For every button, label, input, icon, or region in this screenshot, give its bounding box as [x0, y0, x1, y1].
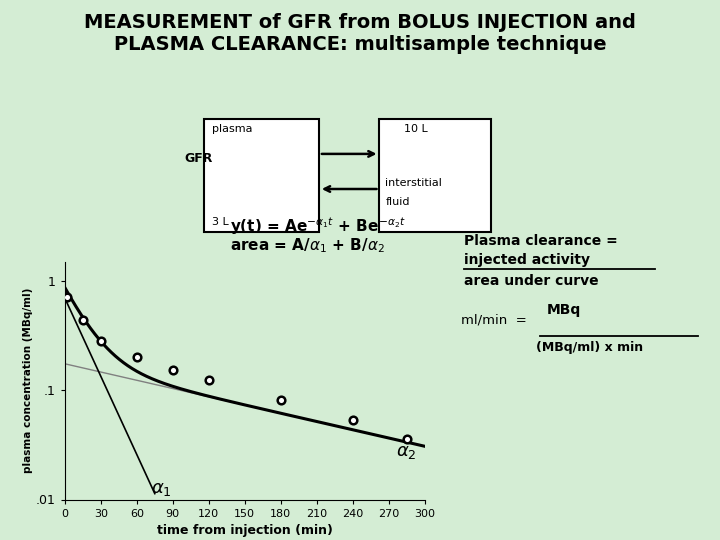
X-axis label: time from injection (min): time from injection (min): [157, 524, 333, 537]
Text: PLASMA CLEARANCE: multisample technique: PLASMA CLEARANCE: multisample technique: [114, 35, 606, 54]
Text: area under curve: area under curve: [464, 274, 599, 288]
Text: 10 L: 10 L: [404, 124, 428, 134]
Text: $\alpha_1$: $\alpha_1$: [151, 480, 172, 498]
Text: interstitial: interstitial: [385, 178, 442, 188]
Text: y(t) = Ae$^{-\alpha_1 t}$ + Be$^{-\alpha_2 t}$: y(t) = Ae$^{-\alpha_1 t}$ + Be$^{-\alpha…: [230, 215, 406, 237]
Text: (MBq/ml) x min: (MBq/ml) x min: [536, 341, 644, 354]
Text: area = A/$\alpha_1$ + B/$\alpha_2$: area = A/$\alpha_1$ + B/$\alpha_2$: [230, 236, 385, 255]
Text: ml/min  =: ml/min =: [461, 314, 526, 327]
Text: GFR: GFR: [184, 152, 213, 165]
Bar: [204, 119, 319, 232]
Text: Plasma clearance =: Plasma clearance =: [464, 234, 618, 248]
Text: MEASUREMENT of GFR from BOLUS INJECTION and: MEASUREMENT of GFR from BOLUS INJECTION …: [84, 14, 636, 32]
Text: plasma: plasma: [212, 124, 252, 134]
Y-axis label: plasma concentration (MBq/ml): plasma concentration (MBq/ml): [23, 288, 33, 474]
Text: fluid: fluid: [385, 197, 410, 207]
Text: 3 L: 3 L: [212, 218, 228, 227]
Text: MBq: MBq: [547, 303, 582, 317]
Bar: [379, 119, 491, 232]
Text: $\alpha_2$: $\alpha_2$: [396, 443, 417, 461]
Text: injected activity: injected activity: [464, 253, 590, 267]
